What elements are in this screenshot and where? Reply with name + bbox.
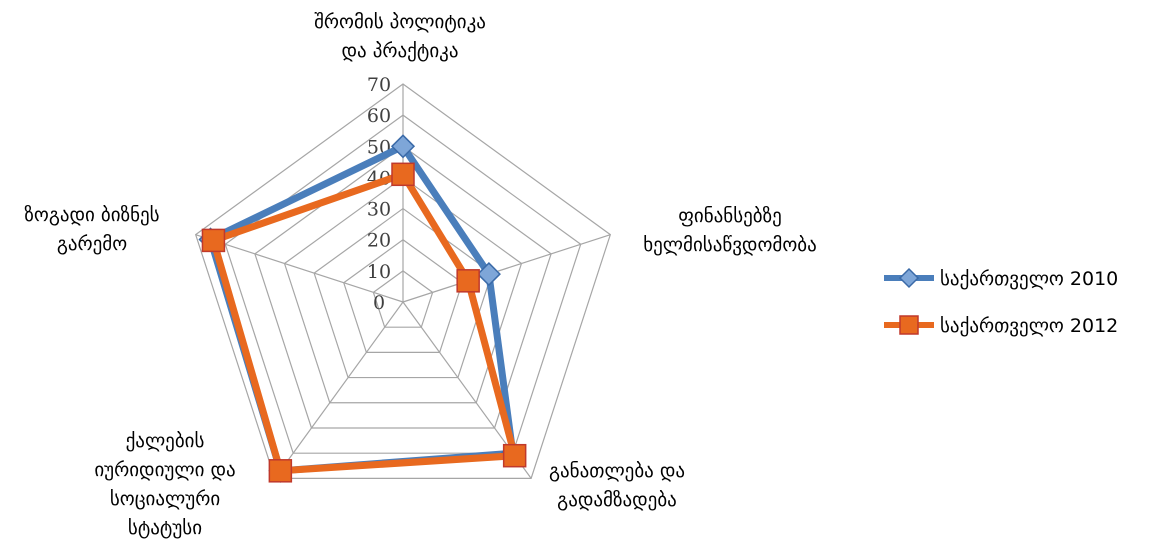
- category-label: ქალების იურიდიული და სოციალური სტატუსი: [94, 430, 235, 539]
- r-tick-label: 20: [367, 230, 391, 252]
- r-tick-label: 70: [367, 74, 391, 96]
- legend-marker-square: [899, 315, 919, 335]
- r-tick-label: 30: [367, 199, 391, 221]
- series-layer: [198, 134, 527, 483]
- category-label-line: იურიდიული და: [94, 459, 235, 481]
- legend-label: საქართველო 2010: [940, 268, 1118, 290]
- data-point-square: [456, 269, 480, 293]
- category-label: ფინანსებზე ხელმისაწვდომობა: [643, 205, 817, 256]
- category-label: განათლება და გადამზადება: [549, 460, 685, 511]
- grid-ring: [343, 238, 463, 353]
- data-point-diamond: [476, 262, 501, 287]
- legend-marker-diamond: [898, 267, 920, 289]
- data-point-square: [391, 162, 415, 187]
- r-tick-label: 10: [367, 261, 391, 283]
- category-label-line: სოციალური: [110, 488, 220, 510]
- category-label-line: ფინანსებზე: [678, 205, 782, 227]
- legend: საქართველო 2010 საქართველო 2012: [884, 267, 1118, 337]
- grid-ring: [194, 83, 612, 479]
- data-point-square: [502, 443, 527, 468]
- r-tick-label: 60: [367, 105, 391, 127]
- series-line: [206, 142, 517, 475]
- category-label: ზოგადი ბიზნეს გარემო: [24, 204, 159, 255]
- category-label-line: ქალების: [126, 430, 205, 452]
- category-label-line: გადამზადება: [557, 489, 677, 511]
- category-labels: შრომის პოლიტიკა და პრაქტიკა ფინანსებზე ხელმ…: [24, 11, 816, 539]
- category-label-line: ხელმისაწვდომობა: [643, 234, 817, 256]
- grid-spoke: [195, 234, 404, 303]
- data-point-square: [201, 228, 226, 253]
- grid-spoke: [402, 234, 611, 303]
- category-label-line: გარემო: [57, 233, 127, 255]
- grid-ring: [283, 176, 523, 404]
- category-label-line: შრომის პოლიტიკა: [314, 11, 486, 33]
- category-label-line: და პრაქტიკა: [342, 40, 459, 62]
- grid-ring: [372, 270, 434, 328]
- grid-ring: [254, 145, 552, 429]
- category-label: შრომის პოლიტიკა და პრაქტიკა: [314, 11, 486, 62]
- category-label-line: ზოგადი ბიზნეს: [24, 204, 159, 226]
- category-label-line: განათლება და: [549, 460, 685, 482]
- series-line: [209, 170, 519, 475]
- r-tick-label: 0: [373, 292, 385, 314]
- data-point-diamond: [390, 134, 416, 159]
- data-point-square: [268, 459, 293, 483]
- legend-label: საქართველო 2012: [940, 315, 1118, 337]
- category-label-line: სტატუსი: [128, 517, 202, 539]
- grid-spoke: [274, 301, 404, 479]
